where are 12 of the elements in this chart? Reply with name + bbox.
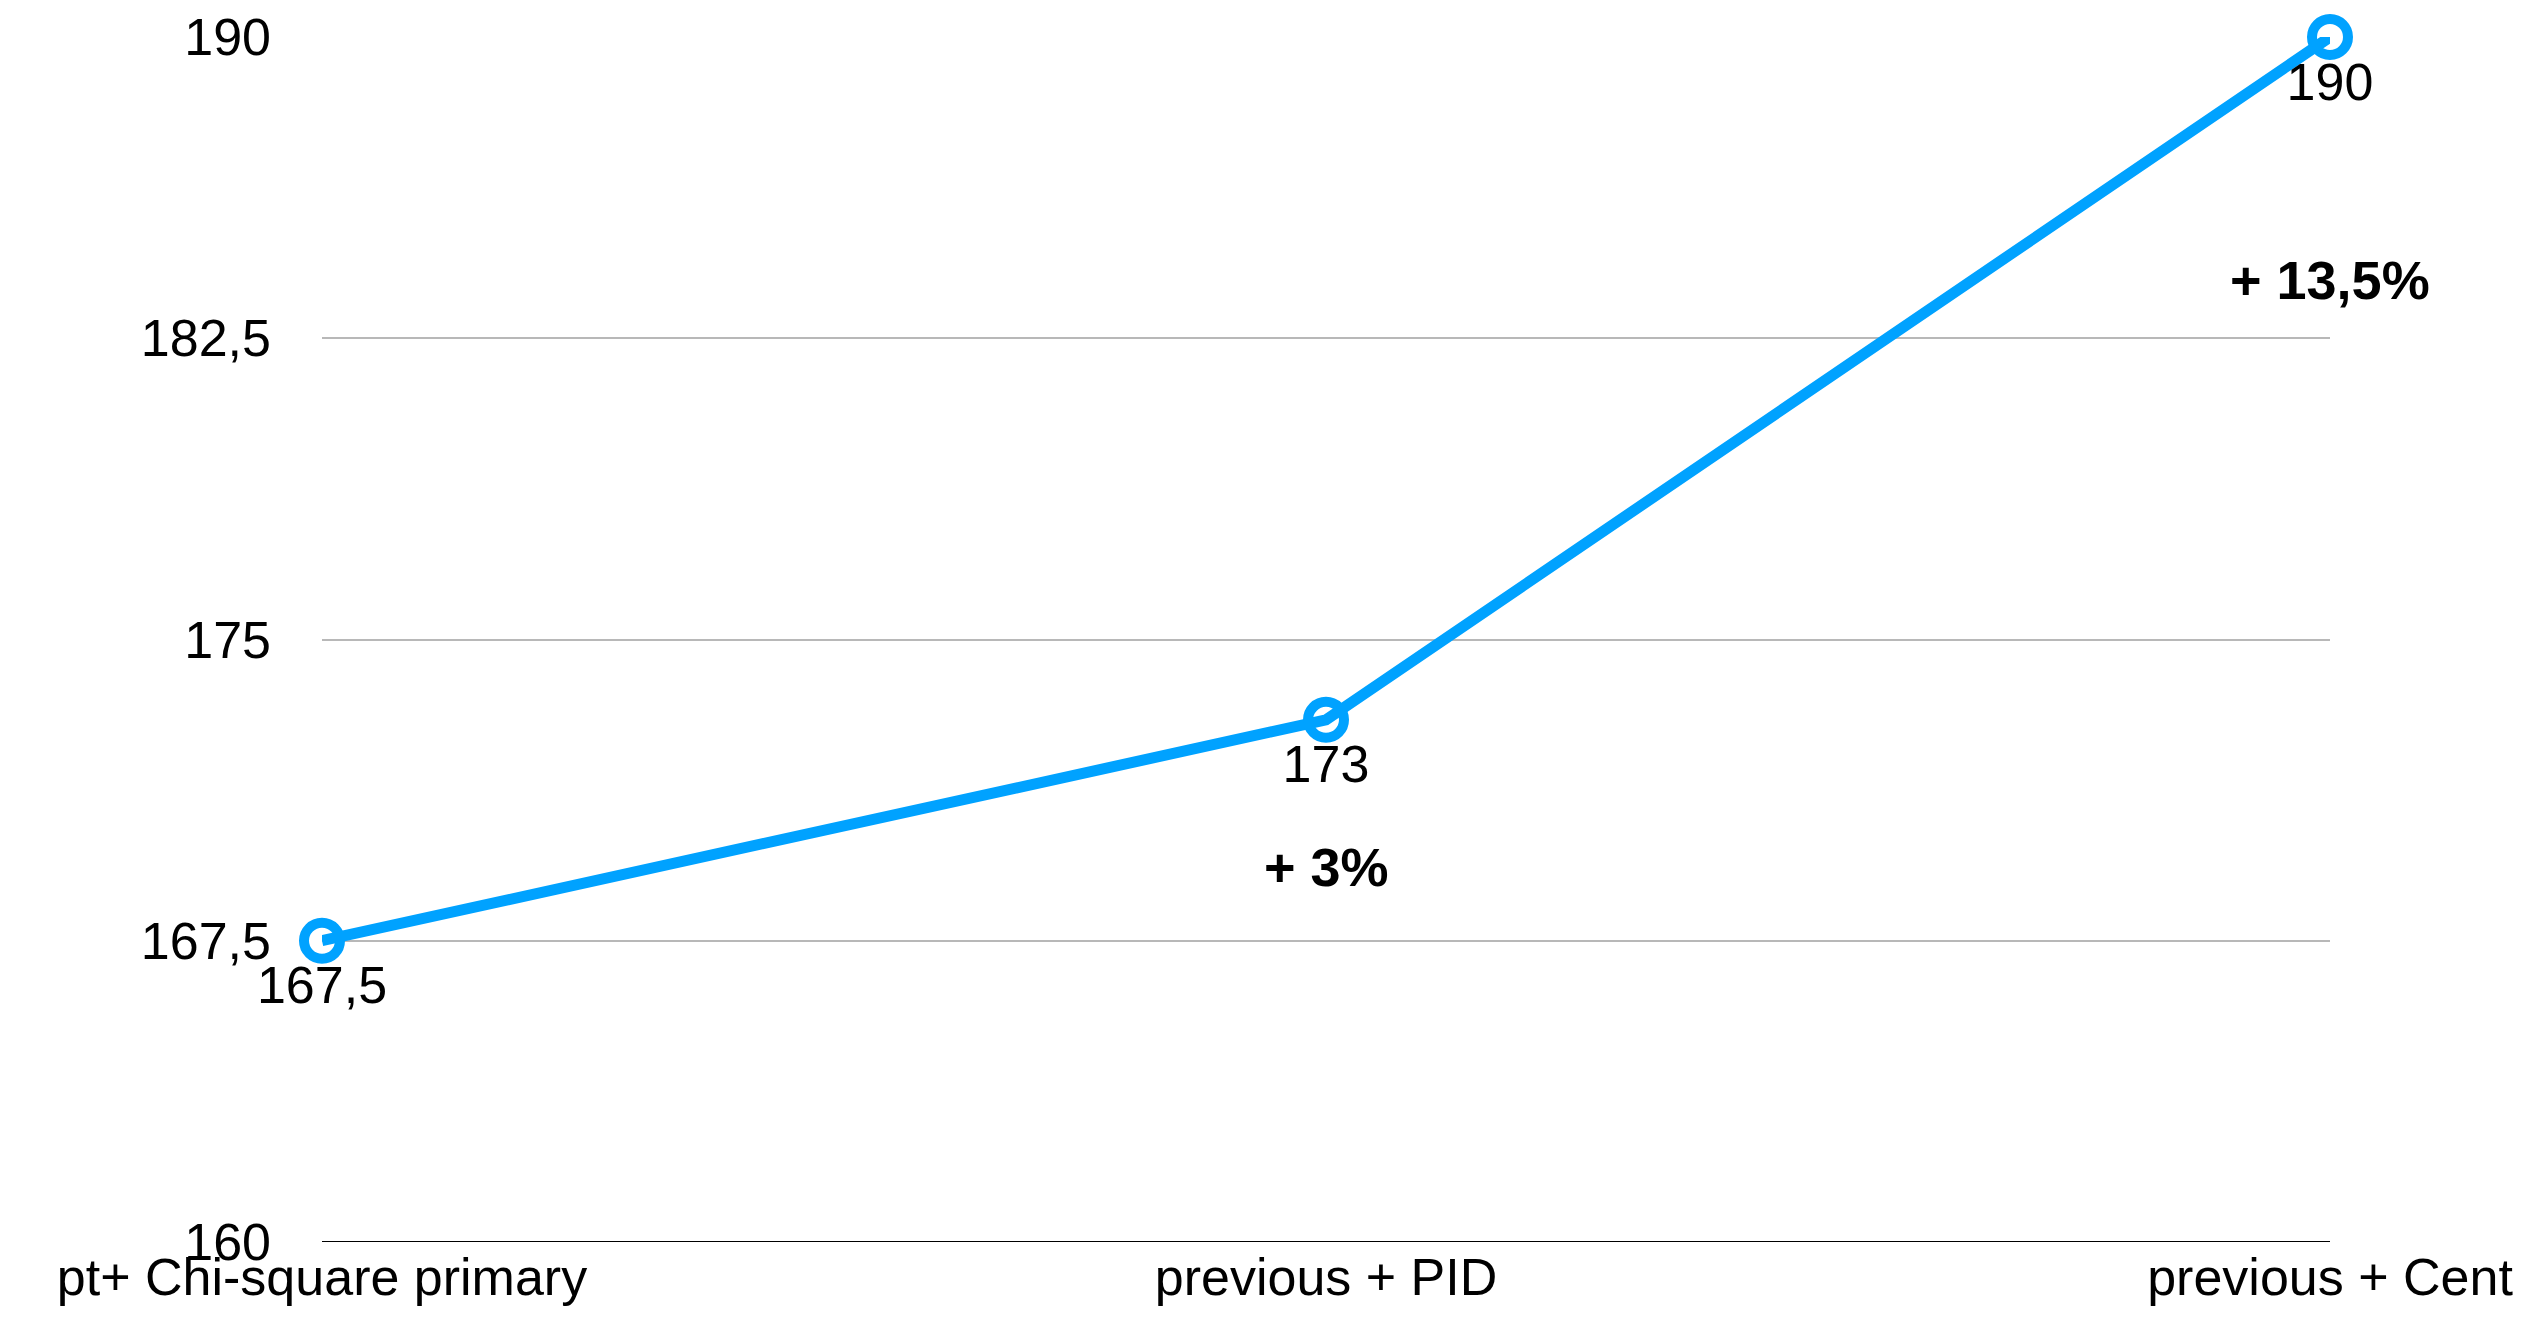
annotation: + 13,5% (2230, 250, 2430, 310)
annotation: + 3% (1264, 837, 1389, 897)
data-label: 173 (1282, 735, 1370, 794)
point (1303, 696, 1349, 743)
point (2307, 14, 2353, 60)
y-tick-label: 175 (184, 610, 271, 669)
point (299, 917, 345, 964)
x-tick-label: previous + PID (1154, 1248, 1498, 1306)
y-tick-label: 182,5 (140, 309, 271, 368)
data-label: 190 (2286, 52, 2374, 111)
y-tick-label: 190 (184, 8, 271, 67)
x-tick-label: previous + Cent (2147, 1248, 2514, 1306)
